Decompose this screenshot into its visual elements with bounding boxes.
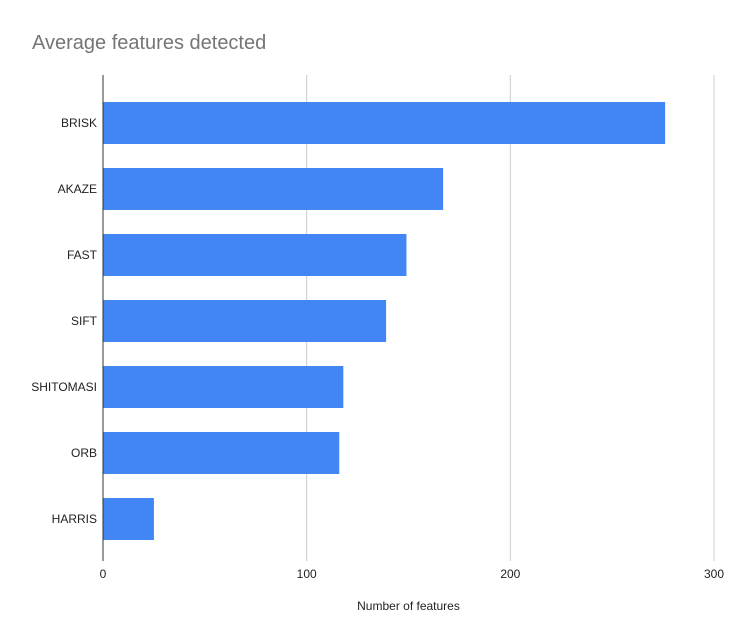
bar-harris [103, 498, 154, 540]
y-tick-label: FAST [67, 248, 98, 262]
x-tick-label: 300 [704, 567, 724, 581]
x-tick-label: 200 [500, 567, 520, 581]
y-tick-label: AKAZE [58, 182, 97, 196]
bar-shitomasi [103, 366, 344, 408]
x-tick-label: 100 [297, 567, 317, 581]
bar-brisk [103, 102, 666, 144]
y-tick-label: BRISK [61, 116, 97, 130]
x-tick-label: 0 [100, 567, 107, 581]
y-tick-label: HARRIS [52, 512, 97, 526]
y-tick-label: ORB [71, 446, 97, 460]
y-tick-label: SIFT [71, 314, 98, 328]
bar-fast [103, 234, 407, 276]
bar-akaze [103, 168, 444, 210]
bar-sift [103, 300, 387, 342]
x-axis-title: Number of features [357, 599, 460, 613]
bar-orb [103, 432, 340, 474]
y-tick-label: SHITOMASI [31, 380, 97, 394]
chart-title: Average features detected [32, 32, 267, 54]
